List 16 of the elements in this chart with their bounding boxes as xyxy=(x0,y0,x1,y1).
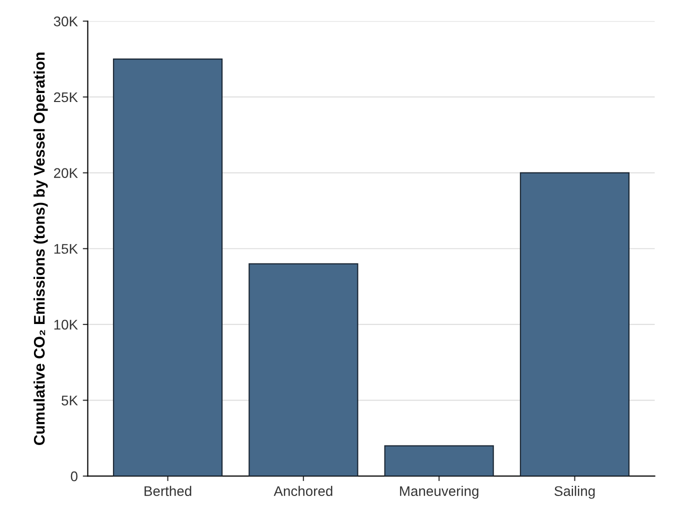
x-tick-label: Berthed xyxy=(144,486,192,496)
y-tick-label: 20K xyxy=(54,168,78,178)
y-axis-title: Cumulative CO₂ Emissions (tons) by Vessel Operation xyxy=(34,52,48,445)
y-tick-label: 5K xyxy=(62,396,78,406)
bar xyxy=(520,172,630,476)
x-tick-label: Maneuvering xyxy=(400,486,478,499)
y-tick-label: 30K xyxy=(54,16,78,26)
bar xyxy=(248,263,358,476)
x-tick-label: Sailing xyxy=(554,486,595,499)
y-tick-label: 10K xyxy=(54,320,78,330)
y-tick-label: 25K xyxy=(54,92,78,102)
bar xyxy=(112,58,223,476)
x-tick-label: Anchored xyxy=(274,486,332,496)
y-tick-label: 0 xyxy=(70,471,78,482)
bar xyxy=(384,445,494,476)
y-tick-label: 15K xyxy=(54,244,78,254)
